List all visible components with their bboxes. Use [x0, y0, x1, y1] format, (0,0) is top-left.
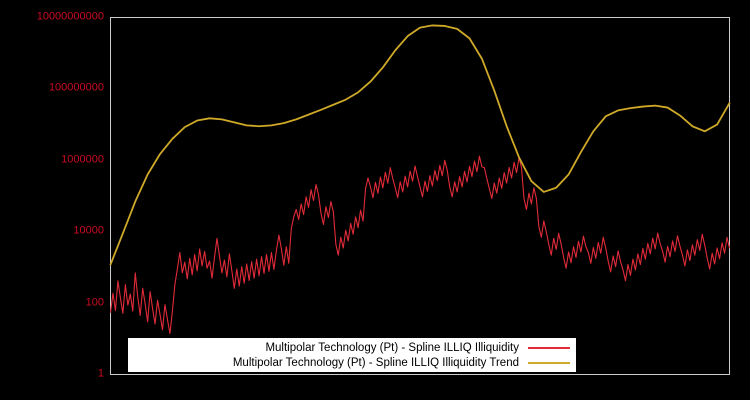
legend-swatch-illiquidity-trend	[528, 361, 570, 364]
series-line-illiquidity-trend	[109, 24, 731, 266]
ytick-label-100000000: 100000000	[48, 81, 104, 94]
chart-legend[interactable]: Multipolar Technology (Pt) - Spline ILLI…	[128, 338, 576, 372]
plot-area-frame	[110, 17, 730, 375]
legend-item-illiquidity-trend[interactable]: Multipolar Technology (Pt) - Spline ILLI…	[132, 355, 572, 370]
ytick-label-10000: 10000	[73, 224, 104, 237]
legend-swatch-illiquidity	[528, 346, 570, 349]
ytick-label-1: 1	[97, 367, 104, 380]
series-layer	[109, 24, 731, 335]
legend-label-illiquidity-trend: Multipolar Technology (Pt) - Spline ILLI…	[232, 356, 519, 369]
series-line-illiquidity	[109, 155, 731, 335]
legend-item-illiquidity[interactable]: Multipolar Technology (Pt) - Spline ILLI…	[132, 340, 572, 355]
ytick-label-10000000000: 10000000000	[36, 10, 104, 23]
legend-label-illiquidity: Multipolar Technology (Pt) - Spline ILLI…	[265, 341, 519, 354]
ytick-label-100: 100	[85, 296, 104, 309]
ytick-label-1000000: 1000000	[61, 153, 104, 166]
